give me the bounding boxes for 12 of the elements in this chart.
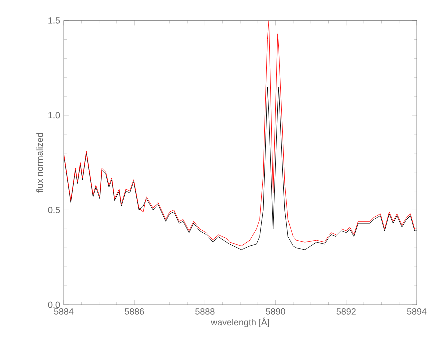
y-axis-title: flux normalized [36,133,44,193]
x-axis-title: wavelength [Å] [211,318,270,328]
x-tick-label: 5892 [336,308,356,315]
y-tick-label: 1.5 [48,18,60,24]
y-tick-label: 1.0 [48,112,60,119]
x-tick-label: 5890 [266,308,286,315]
x-tick-label: 5884 [54,308,74,315]
y-tick-label: 0.5 [48,207,60,214]
x-tick-label: 5888 [196,308,215,315]
x-tick-label: 5886 [124,308,144,315]
x-tick-label: 5894 [407,308,427,315]
y-tick-label: 0.0 [48,302,60,308]
